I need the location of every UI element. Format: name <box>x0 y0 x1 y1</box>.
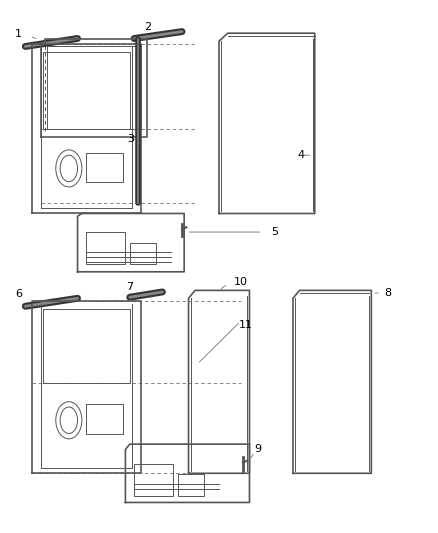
Text: 9: 9 <box>254 445 261 455</box>
Bar <box>86 232 125 264</box>
Text: 1: 1 <box>15 29 22 39</box>
Text: 4: 4 <box>297 150 304 160</box>
Text: 2: 2 <box>144 22 151 32</box>
Text: 8: 8 <box>385 288 392 298</box>
Text: 3: 3 <box>127 134 134 144</box>
Bar <box>86 405 123 433</box>
Bar <box>86 152 123 182</box>
Text: 7: 7 <box>126 281 133 292</box>
Bar <box>178 474 204 496</box>
Text: 11: 11 <box>239 320 253 330</box>
Text: 6: 6 <box>15 289 22 299</box>
Text: 5: 5 <box>271 227 278 237</box>
Bar <box>134 464 173 496</box>
Text: 10: 10 <box>234 277 248 287</box>
Bar <box>130 243 156 264</box>
